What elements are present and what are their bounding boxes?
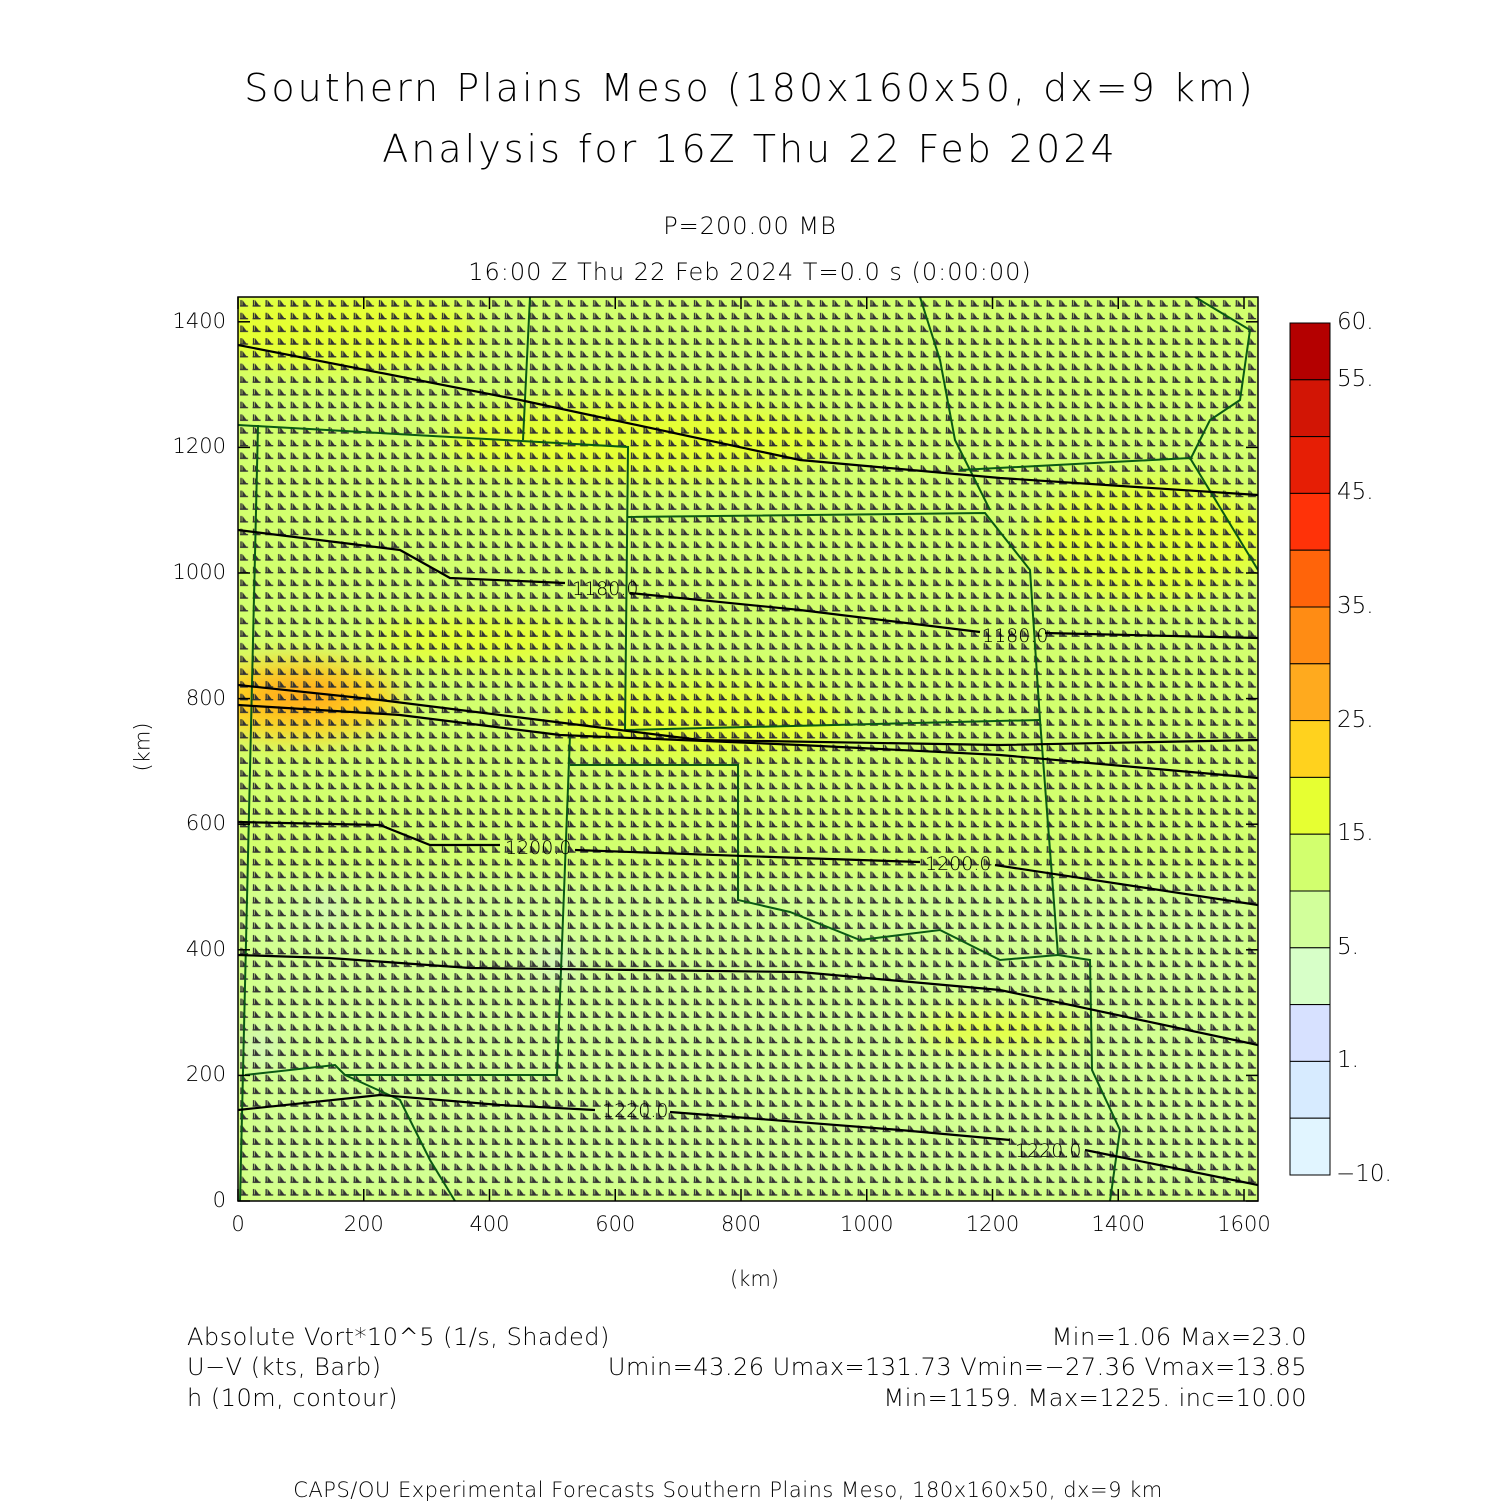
field3-stats: Min=1159. Max=1225. inc=10.00: [883, 1384, 1307, 1412]
contour-label: 1220.0: [602, 1100, 669, 1122]
pressure-level: P=200.00 MB: [663, 212, 837, 240]
y-tick-label: 400: [185, 936, 226, 961]
y-tick-label: 1000: [172, 560, 226, 584]
colorbar-label: 55.: [1337, 365, 1374, 392]
x-tick-label: 1000: [840, 1212, 894, 1236]
contour-label: 1180.0: [572, 578, 639, 600]
colorbar-swatch: [1289, 379, 1331, 438]
field3-label: h (10m, contour): [187, 1384, 399, 1412]
y-tick-label: 800: [185, 685, 226, 710]
title-line-2: Analysis for 16Z Thu 22 Feb 2024: [382, 127, 1118, 171]
colorbar-label: 25.: [1337, 706, 1374, 733]
colorbar-swatch: [1289, 436, 1331, 494]
colorbar-label: 45.: [1337, 479, 1374, 506]
colorbar-label: 60.: [1337, 309, 1374, 335]
colorbar-swatch: [1289, 947, 1331, 1006]
contour-label: 1220.0: [1015, 1140, 1082, 1162]
x-tick-label: 1200: [965, 1212, 1020, 1236]
colorbar-label: −10.: [1336, 1161, 1392, 1187]
colorbar-swatch: [1289, 322, 1331, 381]
colorbar-swatch: [1289, 549, 1331, 608]
x-tick-label: 1600: [1217, 1212, 1271, 1236]
y-tick-label: 200: [185, 1062, 226, 1087]
y-tick-label: 0: [212, 1188, 226, 1212]
colorbar-swatch: [1289, 776, 1331, 835]
x-axis-label: (km): [730, 1267, 780, 1291]
x-tick-label: 0: [231, 1212, 245, 1236]
colorbar-swatch: [1289, 663, 1331, 722]
field2-stats: Umin=43.26 Umax=131.73 Vmin=−27.36 Vmax=…: [607, 1353, 1307, 1381]
colorbar-swatch: [1289, 1117, 1331, 1176]
contour-label: 1180.0: [982, 625, 1049, 647]
colorbar-swatch: [1289, 1060, 1331, 1119]
axis-ticks: [237, 297, 1258, 1202]
colorbar-label: 5.: [1337, 933, 1359, 960]
contour-label: 1200.0: [925, 853, 992, 875]
y-tick-label: 1400: [172, 308, 226, 333]
colorbar-swatch: [1289, 890, 1331, 949]
colorbar-swatch: [1289, 1004, 1331, 1062]
y-axis-label: (km): [130, 722, 155, 772]
y-tick-label: 1200: [172, 434, 226, 459]
field1-label: Absolute Vort*10^5 (1/s, Shaded): [187, 1323, 610, 1351]
colorbar: [1289, 322, 1331, 1176]
vorticity-shading: [238, 297, 1258, 1201]
colorbar-swatch: [1289, 833, 1331, 892]
contour-label: 1200.0: [505, 837, 572, 859]
height-contours: [238, 343, 1258, 1187]
colorbar-label: 15.: [1337, 820, 1374, 847]
valid-time: 16:00 Z Thu 22 Feb 2024 T=0.0 s (0:00:00…: [468, 258, 1032, 286]
x-tick-label: 800: [720, 1212, 762, 1236]
x-tick-label: 1400: [1091, 1212, 1145, 1236]
x-tick-label: 600: [595, 1212, 636, 1236]
x-tick-label: 400: [469, 1212, 510, 1236]
state-boundaries: [238, 297, 1258, 1201]
title-line-1: Southern Plains Meso (180x160x50, dx=9 k…: [244, 66, 1256, 110]
colorbar-swatch: [1289, 720, 1331, 778]
y-tick-label: 600: [185, 811, 226, 836]
field1-stats: Min=1.06 Max=23.0: [1051, 1323, 1307, 1351]
footer-credit: CAPS/OU Experimental Forecasts Southern …: [293, 1478, 1163, 1502]
wind-barbs: [238, 297, 1258, 1201]
field2-label: U−V (kts, Barb): [187, 1353, 382, 1381]
colorbar-label: 1.: [1337, 1047, 1359, 1074]
colorbar-label: 35.: [1337, 593, 1374, 619]
x-tick-label: 200: [343, 1212, 384, 1236]
colorbar-swatch: [1289, 606, 1331, 665]
colorbar-swatch: [1289, 492, 1331, 551]
plot-frame: [237, 296, 1259, 1202]
